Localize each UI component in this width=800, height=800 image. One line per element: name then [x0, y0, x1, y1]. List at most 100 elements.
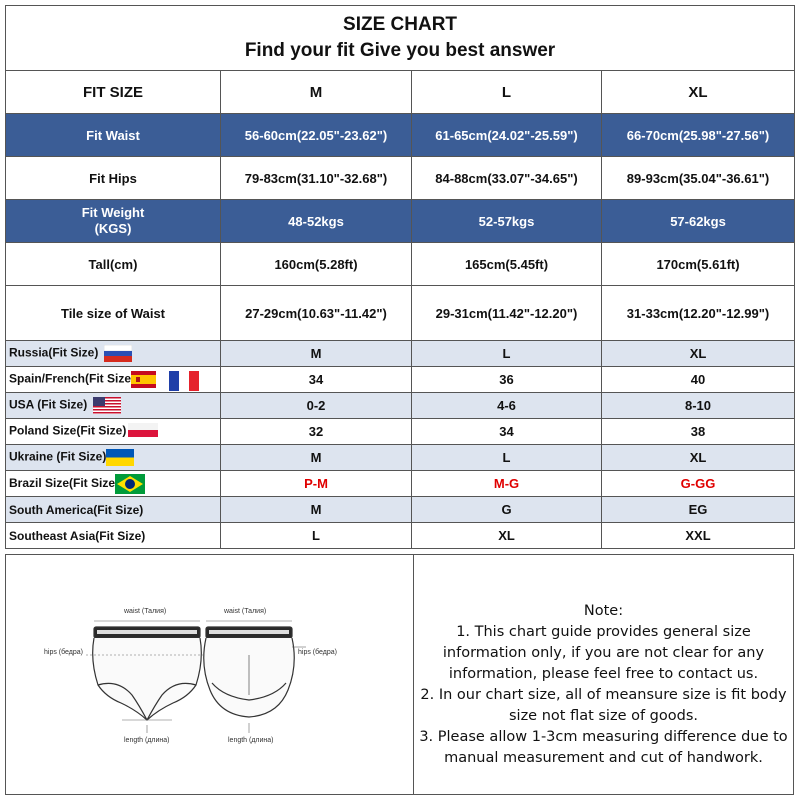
- row-label: Southeast Asia(Fit Size): [5, 522, 221, 549]
- row-label: Fit Hips: [5, 156, 221, 200]
- russia-flag-icon: [103, 345, 132, 362]
- table-cell: 84-88cm(33.07"-34.65"): [411, 156, 602, 200]
- france-flag-icon: [169, 371, 200, 391]
- table-cell: M: [220, 340, 412, 367]
- country-row-ukraine: Ukraine (Fit Size) M L XL: [5, 444, 796, 471]
- country-row-brazil: Brazil Size(Fit Size P-M M-G G-GG: [5, 470, 796, 497]
- table-cell: 27-29cm(10.63"-11.42"): [220, 285, 412, 341]
- table-cell: 165cm(5.45ft): [411, 242, 602, 286]
- row-label: USA (Fit Size): [5, 392, 221, 419]
- row-label: Tile size of Waist: [5, 285, 221, 341]
- table-cell: M: [220, 496, 412, 523]
- page-title: SIZE CHART: [343, 14, 458, 35]
- measurement-row-waist: Fit Waist 56-60cm(22.05"-23.62") 61-65cm…: [5, 113, 796, 157]
- table-cell: P-M: [220, 470, 412, 497]
- spain-flag-icon: [131, 371, 157, 388]
- country-row-southeast-asia: Southeast Asia(Fit Size) L XL XXL: [5, 522, 796, 549]
- size-chart-table: SIZE CHART Find your fit Give you best a…: [4, 5, 796, 549]
- table-cell: 29-31cm(11.42"-12.20"): [411, 285, 602, 341]
- length-label: length (длина): [124, 737, 170, 744]
- usa-flag-icon: [92, 397, 121, 414]
- measurement-row-weight: Fit Weight (KGS) 48-52kgs 52-57kgs 57-62…: [5, 199, 796, 243]
- country-row-spain-france: Spain/French(Fit Size 34 36 40: [5, 366, 796, 393]
- table-cell: XL: [600, 340, 796, 367]
- hips-label: hips (бедра): [298, 649, 337, 656]
- table-cell: 38: [600, 418, 796, 445]
- country-label: Brazil Size(Fit Size: [9, 475, 116, 490]
- size-chart: SIZE CHART Find your fit Give you best a…: [4, 5, 796, 795]
- table-cell: 8-10: [600, 392, 796, 419]
- country-label: Poland Size(Fit Size): [9, 423, 127, 438]
- waist-label: waist (Талия): [224, 608, 267, 615]
- table-cell: 34: [411, 418, 602, 445]
- table-cell: 36: [411, 366, 602, 393]
- note-line: 3. Please allow 1-3cm measuring differen…: [419, 729, 788, 745]
- table-cell: L: [411, 340, 602, 367]
- page-subtitle: Find your fit Give you best answer: [244, 40, 556, 61]
- table-cell: 40: [600, 366, 796, 393]
- table-cell: 89-93cm(35.04"-36.61"): [600, 156, 796, 200]
- country-row-usa: USA (Fit Size) 0-2 4-6 8-10: [5, 392, 796, 419]
- table-cell: G: [411, 496, 602, 523]
- table-cell: G-GG: [600, 470, 796, 497]
- briefs-illustration: [86, 620, 306, 733]
- country-label: Russia(Fit Size): [9, 345, 99, 360]
- country-label: Ukraine (Fit Size): [9, 449, 107, 464]
- table-cell: 79-83cm(31.10"-32.68"): [220, 156, 412, 200]
- note-line: 2. In our chart size, all of meansure si…: [420, 687, 787, 703]
- hips-label: hips (бедра): [44, 649, 83, 656]
- country-row-russia: Russia(Fit Size) M L XL: [5, 340, 796, 367]
- table-cell: 4-6: [411, 392, 602, 419]
- table-cell: M: [220, 444, 412, 471]
- table-cell: 61-65cm(24.02"-25.59"): [411, 113, 602, 157]
- note-panel: Note: 1. This chart guide provides gener…: [414, 555, 793, 794]
- table-cell: 48-52kgs: [220, 199, 412, 243]
- table-cell: 0-2: [220, 392, 412, 419]
- table-cell: L: [220, 522, 412, 549]
- row-label: Brazil Size(Fit Size: [5, 470, 221, 497]
- country-row-south-america: South America(Fit Size) M G EG: [5, 496, 796, 523]
- note-line: size not flat size of goods.: [508, 708, 699, 724]
- note-line: manual measurement and cut of handwork.: [444, 750, 763, 766]
- table-cell: L: [411, 444, 602, 471]
- title-row: SIZE CHART Find your fit Give you best a…: [4, 5, 796, 71]
- length-label: length (длина): [228, 737, 274, 744]
- waist-label: waist (Талия): [124, 608, 167, 615]
- garment-diagram: waist (Талия) waist (Талия) hips (бедра)…: [6, 555, 414, 794]
- note-line: information, please feel free to contact…: [448, 666, 759, 682]
- brazil-flag-icon: [115, 473, 146, 494]
- table-cell: 56-60cm(22.05"-23.62"): [220, 113, 412, 157]
- note-line: 1. This chart guide provides general siz…: [456, 624, 751, 640]
- country-row-poland: Poland Size(Fit Size) 32 34 38: [5, 418, 796, 445]
- country-label: USA (Fit Size): [9, 397, 88, 412]
- table-cell: XL: [600, 444, 796, 471]
- row-label: Poland Size(Fit Size): [5, 418, 221, 445]
- note-heading: Note:: [583, 603, 624, 619]
- bottom-section: waist (Талия) waist (Талия) hips (бедра)…: [5, 554, 794, 795]
- table-cell: 57-62kgs: [600, 199, 796, 243]
- column-header-row: FIT SIZE M L XL: [5, 70, 796, 114]
- measurement-row-hips: Fit Hips 79-83cm(31.10"-32.68") 84-88cm(…: [5, 156, 796, 200]
- table-cell: 170cm(5.61ft): [600, 242, 796, 286]
- measurement-row-tile-waist: Tile size of Waist 27-29cm(10.63"-11.42"…: [5, 285, 796, 341]
- row-label: Russia(Fit Size): [5, 340, 221, 367]
- row-label-text: Fit Weight (KGS): [81, 205, 145, 236]
- row-label: Fit Waist: [5, 113, 221, 157]
- poland-flag-icon: [127, 423, 158, 440]
- table-cell: XL: [411, 522, 602, 549]
- country-label: Spain/French(Fit Size: [9, 371, 132, 386]
- table-cell: 52-57kgs: [411, 199, 602, 243]
- ukraine-flag-icon: [106, 449, 135, 466]
- row-label: Tall(cm): [5, 242, 221, 286]
- table-cell: 31-33cm(12.20"-12.99"): [600, 285, 796, 341]
- column-header: XL: [600, 70, 796, 114]
- table-cell: EG: [600, 496, 796, 523]
- measurement-row-tall: Tall(cm) 160cm(5.28ft) 165cm(5.45ft) 170…: [5, 242, 796, 286]
- row-label: Fit Weight (KGS): [5, 199, 221, 243]
- title-cell: SIZE CHART Find your fit Give you best a…: [4, 5, 796, 71]
- row-label: Ukraine (Fit Size): [5, 444, 221, 471]
- note-line: information only, if you are not clear f…: [442, 645, 765, 661]
- column-header: L: [411, 70, 602, 114]
- row-label: South America(Fit Size): [5, 496, 221, 523]
- table-cell: M-G: [411, 470, 602, 497]
